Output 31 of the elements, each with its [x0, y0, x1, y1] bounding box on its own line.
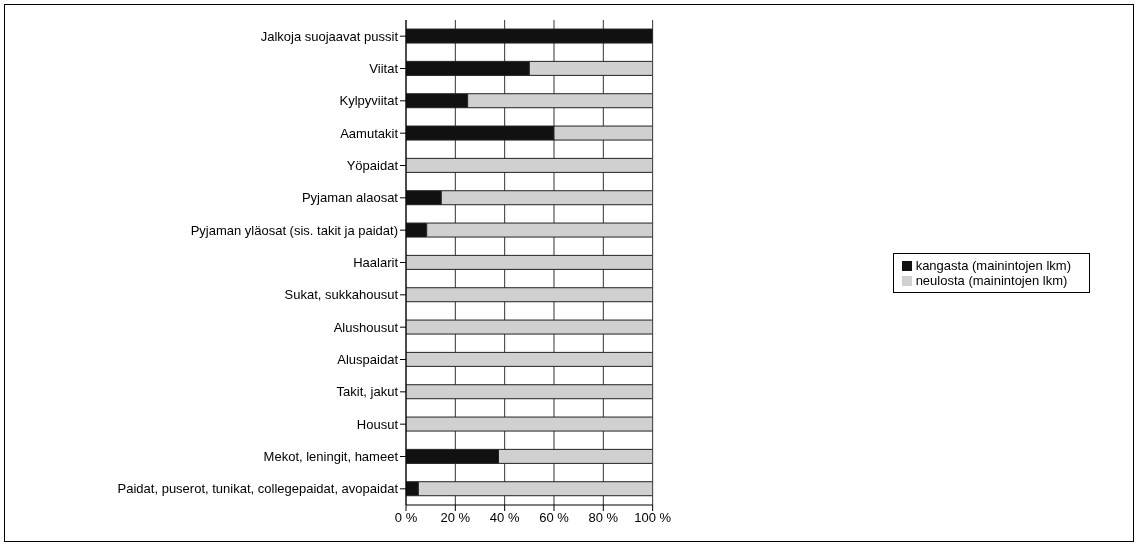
y-tick-label: Mekot, leningit, hameet — [263, 449, 399, 465]
bar — [406, 319, 653, 335]
y-tick-label: Aluspaidat — [337, 352, 399, 368]
bar — [406, 416, 653, 432]
y-tick-label: Aamutakit — [340, 125, 399, 141]
legend-label: neulosta (mainintojen lkm) — [915, 272, 1068, 288]
y-tick-label: Sukat, sukkahousut — [284, 287, 399, 303]
y-tick-label: Pyjaman yläosat (sis. takit ja paidat) — [190, 222, 398, 238]
bar — [406, 254, 653, 270]
bar — [406, 351, 653, 367]
y-tick-label: Haalarit — [353, 255, 399, 271]
x-tick-label: 100 % — [634, 510, 672, 526]
x-tick-label: 20 % — [440, 510, 471, 526]
y-tick-label: Paidat, puserot, tunikat, collegepaidat, avopaidat — [117, 481, 399, 497]
x-tick-label: 80 % — [588, 510, 619, 526]
y-tick-label: Yöpaidat — [346, 158, 399, 174]
x-tick-label: 60 % — [539, 510, 570, 526]
bar — [406, 157, 653, 173]
y-tick-label: Pyjaman alaosat — [301, 190, 399, 206]
bar — [406, 28, 653, 44]
y-tick-label: Takit, jakut — [336, 384, 399, 400]
y-tick-label: Viitat — [369, 61, 399, 77]
x-tick-label: 0 % — [394, 510, 418, 526]
legend-label: kangasta (mainintojen lkm) — [915, 257, 1071, 273]
bar — [406, 384, 653, 400]
y-tick-label: Housut — [356, 416, 399, 432]
y-tick-label: Kylpyviitat — [339, 93, 399, 109]
y-tick-label: Jalkoja suojaavat pussit — [260, 28, 399, 44]
bar — [406, 287, 653, 303]
y-tick-label: Alushousut — [333, 319, 399, 335]
x-tick-label: 40 % — [489, 510, 520, 526]
